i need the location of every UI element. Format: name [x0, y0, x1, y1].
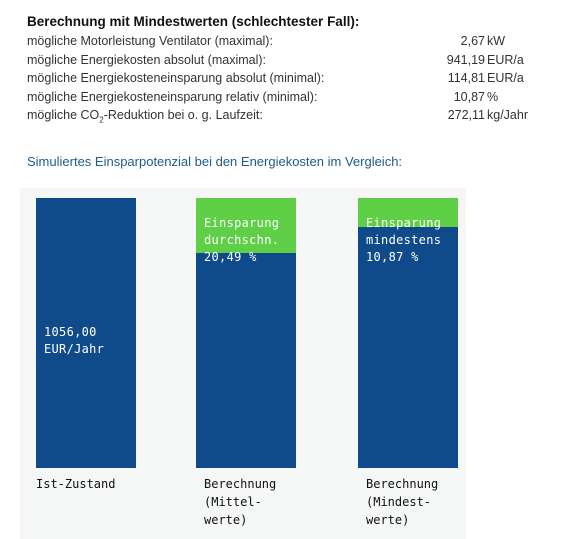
row-label-pre: mögliche CO	[27, 108, 100, 122]
row-value: 10,87	[453, 89, 485, 104]
row-label: mögliche Energiekosteneinsparung absolut…	[27, 71, 325, 85]
row-unit: EUR/a	[487, 52, 524, 67]
row-unit: kW	[487, 34, 506, 48]
row-label: mögliche Energiekosteneinsparung relativ…	[27, 89, 318, 104]
row-value: 941,19	[446, 52, 485, 67]
row-value: 2,67	[460, 34, 485, 48]
row-unit: kg/Jahr	[487, 108, 528, 122]
x-label-ist-zustand: Ist-Zustand	[36, 477, 116, 491]
saving-segment-mindestwerte	[358, 198, 458, 227]
summary-row-savings-relative: mögliche Energiekosteneinsparung relativ…	[27, 88, 557, 107]
saving-segment-mittelwerte	[196, 198, 296, 253]
chart-title: Simuliertes Einsparpotenzial bei den Ene…	[27, 154, 403, 169]
summary-row-motor-power: mögliche Motorleistung Ventilator (maxim…	[27, 32, 557, 51]
summary-row-savings-absolute: mögliche Energiekosteneinsparung absolut…	[27, 69, 557, 88]
saving-label-mindestwerte: Einsparung mindestens 10,87 %	[366, 216, 442, 264]
row-value: 272,11	[447, 108, 485, 122]
bar-berechnung-mittelwerte: Einsparung durchschn. 20,49 %	[196, 198, 296, 468]
x-label-mindestwerte: Berechnung (Mindest- werte)	[366, 477, 439, 527]
row-label: mögliche CO2-Reduktion bei o. g. Laufzei…	[27, 106, 263, 125]
saving-label-mittelwerte: Einsparung durchschn. 20,49 %	[204, 216, 280, 264]
row-unit: EUR/a	[487, 71, 524, 85]
bar-value-label: 1056,00 EUR/Jahr	[44, 325, 105, 356]
bar-berechnung-mindestwerte: Einsparung mindestens 10,87 %	[358, 198, 458, 468]
summary-row-co2-reduction: mögliche CO2-Reduktion bei o. g. Laufzei…	[27, 106, 557, 125]
row-label-post: -Reduktion bei o. g. Laufzeit:	[103, 108, 263, 122]
summary-row-energy-costs: mögliche Energiekosten absolut (maximal)…	[27, 51, 557, 70]
summary-title: Berechnung mit Mindestwerten (schlechtes…	[27, 14, 360, 29]
bar-ist-zustand: 1056,00 EUR/Jahr	[36, 198, 136, 468]
row-label-subscript: 2	[99, 115, 104, 125]
row-label: mögliche Energiekosten absolut (maximal)…	[27, 52, 266, 67]
row-label: mögliche Motorleistung Ventilator (maxim…	[27, 34, 273, 48]
row-unit: %	[487, 89, 499, 104]
summary-section: Berechnung mit Mindestwerten (schlechtes…	[27, 14, 557, 125]
x-label-mittelwerte: Berechnung (Mittel- werte)	[204, 477, 277, 527]
comparison-chart: 1056,00 EUR/Jahr Einsparung durchschn. 2…	[20, 188, 466, 539]
row-value: 114,81	[447, 71, 485, 85]
